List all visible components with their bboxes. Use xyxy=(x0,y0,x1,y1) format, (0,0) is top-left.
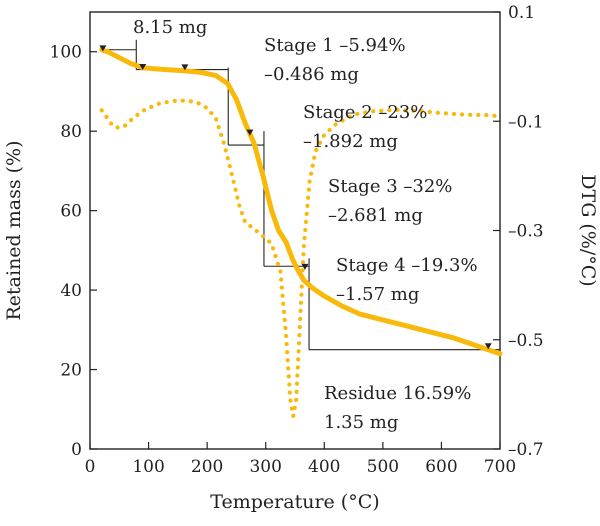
annotation-residue-line: Residue 16.59% xyxy=(324,383,471,404)
y-right-tick-label: –0.3 xyxy=(508,222,544,242)
y-left-tick-label: 60 xyxy=(60,202,82,222)
x-tick-label: 500 xyxy=(367,457,399,477)
y-right-tick-label: –0.1 xyxy=(508,112,544,132)
stage-marker xyxy=(99,45,107,52)
stage-marker xyxy=(246,129,254,136)
dtg-series-line xyxy=(99,98,503,417)
x-tick-label: 400 xyxy=(308,457,340,477)
annotation-stage1-line: –0.486 mg xyxy=(264,64,359,85)
axis-ticks: 0 100 200 300 400 500 600 700 0 20 40 60 80 100 0.1 –0.… xyxy=(50,3,544,477)
y-left-tick-label: 100 xyxy=(50,43,82,63)
y-right-tick-label: 0.1 xyxy=(508,3,535,23)
annotation-residue-line: 1.35 mg xyxy=(324,412,398,433)
y-left-tick-label: 80 xyxy=(60,122,82,142)
y-right-tick-label: –0.5 xyxy=(508,331,544,351)
stage-marker xyxy=(181,64,189,71)
annotation-initial-line: 8.15 mg xyxy=(133,17,207,38)
annotation-stage2-line: –1.892 mg xyxy=(303,131,398,152)
stage-marker xyxy=(139,64,147,71)
y-left-axis-title: Retained mass (%) xyxy=(3,140,25,320)
stage-marker xyxy=(301,263,309,270)
annotation-stage1-line: Stage 1 –5.94% xyxy=(264,35,406,56)
x-tick-label: 0 xyxy=(85,457,96,477)
stage-marker xyxy=(484,343,492,350)
y-left-tick-label: 20 xyxy=(60,361,82,381)
x-tick-label: 300 xyxy=(249,457,281,477)
y-right-axis-title: DTG (%/°C) xyxy=(577,174,599,286)
stage-markers xyxy=(99,45,492,350)
y-left-tick-label: 0 xyxy=(71,440,82,460)
x-tick-label: 200 xyxy=(191,457,223,477)
x-axis-title: Temperature (°C) xyxy=(210,491,379,513)
x-tick-label: 600 xyxy=(425,457,457,477)
annotation-stage3-line: –2.681 mg xyxy=(328,205,423,226)
annotation-stage4-line: –1.57 mg xyxy=(336,284,419,305)
stage-annotations: 8.15 mg Stage 1 –5.94% –0.486 mg Stage 2 –2… xyxy=(133,17,478,433)
annotation-stage2-line: Stage 2 –23% xyxy=(303,102,427,123)
tg-series-line xyxy=(99,47,503,357)
x-tick-label: 100 xyxy=(132,457,164,477)
y-right-tick-label: –0.7 xyxy=(508,440,544,460)
y-left-tick-label: 40 xyxy=(60,281,82,301)
annotation-stage3-line: Stage 3 –32% xyxy=(328,176,452,197)
annotation-stage4-line: Stage 4 –19.3% xyxy=(336,255,478,276)
x-tick-label: 700 xyxy=(484,457,516,477)
